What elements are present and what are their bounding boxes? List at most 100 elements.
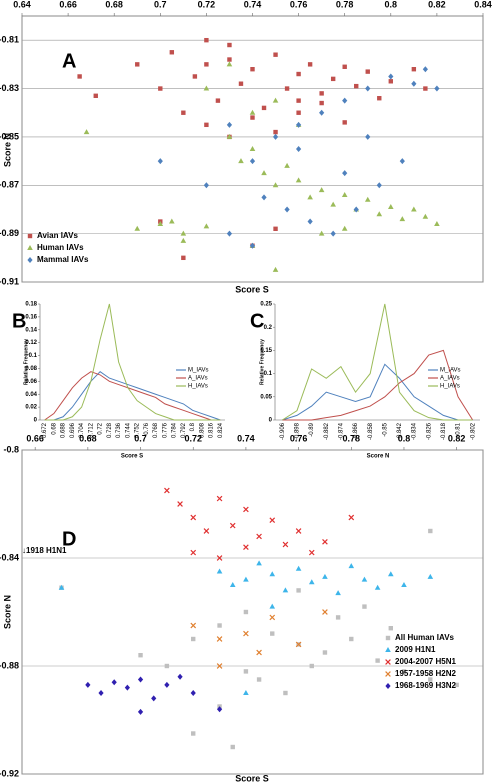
point bbox=[203, 223, 210, 229]
point bbox=[282, 541, 289, 548]
y-tick-label: -0.81 bbox=[0, 35, 19, 45]
point bbox=[399, 216, 406, 222]
point bbox=[135, 62, 140, 67]
point bbox=[216, 568, 223, 574]
point bbox=[365, 69, 370, 74]
legend-label: 2004-2007 H5N1 bbox=[395, 657, 456, 666]
x-tick-label: 0.82 bbox=[448, 433, 466, 443]
point bbox=[428, 677, 433, 682]
y-tick-label: 0.18 bbox=[25, 302, 37, 308]
y-tick-label: 0.1 bbox=[29, 353, 38, 359]
x-tick-label: -0.826 bbox=[426, 422, 432, 440]
y-tick-label: 0.06 bbox=[25, 379, 37, 385]
point bbox=[428, 528, 433, 534]
point bbox=[296, 146, 302, 152]
point bbox=[375, 658, 380, 663]
plot-area bbox=[40, 304, 225, 420]
point bbox=[256, 649, 262, 656]
series-line bbox=[44, 303, 221, 421]
point bbox=[322, 573, 328, 579]
point bbox=[27, 257, 33, 263]
y-tick-label: 0.2 bbox=[264, 325, 273, 331]
x-tick-label: 0.8 bbox=[398, 433, 411, 443]
point bbox=[250, 67, 255, 72]
point bbox=[385, 671, 391, 677]
point bbox=[307, 218, 313, 225]
y-tick-label: -0.8 bbox=[3, 444, 19, 454]
point bbox=[261, 194, 267, 201]
point bbox=[269, 571, 276, 577]
x-tick-label: -0.85 bbox=[382, 422, 388, 436]
point bbox=[243, 544, 249, 551]
y-tick-label: -0.87 bbox=[0, 180, 19, 190]
point bbox=[362, 604, 367, 609]
legend-label: 1957-1958 H2N2 bbox=[395, 669, 456, 678]
point bbox=[342, 97, 348, 104]
point bbox=[322, 609, 328, 615]
point bbox=[296, 98, 301, 103]
point bbox=[190, 549, 197, 556]
point bbox=[399, 158, 405, 165]
x-tick-label: 0.68 bbox=[51, 422, 57, 434]
x-tick-label: 0.78 bbox=[343, 433, 361, 443]
point bbox=[272, 97, 279, 103]
point bbox=[216, 555, 223, 561]
point bbox=[158, 86, 163, 91]
x-axis-title: Score S bbox=[235, 773, 269, 783]
point bbox=[374, 584, 381, 590]
point bbox=[256, 677, 262, 682]
point bbox=[422, 66, 428, 73]
y-tick-label: -0.83 bbox=[0, 83, 19, 93]
point bbox=[227, 57, 232, 62]
point bbox=[138, 653, 143, 658]
point bbox=[319, 91, 324, 96]
x-tick-label: 0.76 bbox=[290, 0, 308, 9]
point bbox=[77, 74, 82, 79]
x-tick-label: 0.7 bbox=[134, 433, 147, 443]
x-tick-label: 0.712 bbox=[88, 422, 94, 438]
legend-label: M_IAVs bbox=[188, 368, 209, 374]
x-tick-label: 0.768 bbox=[153, 422, 159, 438]
x-tick-label: -0.866 bbox=[353, 422, 359, 440]
point bbox=[250, 115, 255, 120]
x-tick-label: 0.704 bbox=[79, 422, 85, 438]
point bbox=[243, 506, 249, 513]
point bbox=[388, 571, 394, 577]
x-tick-label: 0.744 bbox=[125, 422, 131, 438]
point bbox=[229, 582, 236, 587]
point bbox=[243, 609, 249, 615]
x-tick-label: 0.78 bbox=[336, 0, 354, 9]
x-tick-label: 0.672 bbox=[42, 422, 48, 438]
y-axis-title: Relative Frequency bbox=[259, 339, 265, 385]
point bbox=[296, 121, 302, 128]
point bbox=[422, 213, 429, 219]
point bbox=[177, 501, 183, 507]
x-tick-label: 0.784 bbox=[172, 422, 178, 438]
point bbox=[204, 62, 209, 67]
point bbox=[192, 74, 198, 79]
point bbox=[296, 588, 301, 593]
x-tick-label: 0.736 bbox=[116, 422, 122, 438]
point bbox=[388, 204, 394, 210]
plot-area bbox=[275, 304, 480, 420]
point bbox=[282, 587, 289, 593]
point bbox=[318, 187, 325, 193]
y-tick-label: -0.91 bbox=[0, 276, 19, 286]
x-tick-label: -0.81 bbox=[456, 422, 462, 436]
legend-label: Human IAVs bbox=[37, 243, 84, 252]
y-tick-label: -0.89 bbox=[0, 228, 19, 238]
series-line bbox=[282, 303, 473, 421]
point bbox=[191, 731, 196, 736]
x-tick-label: 0.752 bbox=[135, 422, 141, 438]
point bbox=[190, 622, 197, 629]
point bbox=[273, 226, 278, 231]
point bbox=[226, 133, 233, 139]
point bbox=[348, 563, 355, 569]
point bbox=[454, 682, 459, 688]
point bbox=[83, 129, 90, 135]
point bbox=[226, 230, 233, 237]
point bbox=[283, 690, 288, 696]
y-tick-label: 0.16 bbox=[25, 314, 37, 320]
y-tick-label: 0.04 bbox=[25, 392, 37, 398]
